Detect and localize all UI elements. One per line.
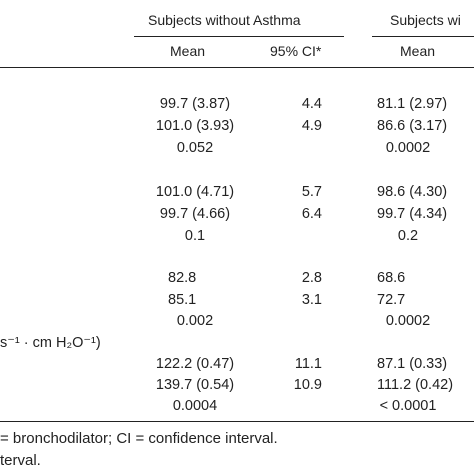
group2-header: Subjects wi [390,12,461,28]
table-bottom-rule [0,421,474,422]
group1-mean-header: Mean [170,43,206,59]
group1-spanner-rule [134,36,344,37]
table-cell-ci1: 11.1 [294,356,322,372]
table-cell-mean2: 111.2 (0.42) [377,377,454,393]
table-cell-mean1: 99.7 (4.66) [159,206,231,222]
table-cell-mean1: 139.7 (0.54) [155,377,235,393]
footnote-line-1: = bronchodilator; CI = confidence interv… [0,430,278,447]
table-cell-mean1: 101.0 (4.71) [155,184,235,200]
table-cell-mean1: 122.2 (0.47) [155,356,235,372]
table-cell-p2: < 0.0001 [379,398,437,414]
table-cell-mean2: 81.1 (2.97) [377,96,448,112]
table-cell-mean2: 68.6 [377,270,406,286]
table-cell-ci1: 3.1 [301,292,322,308]
table-cell-ci1: 4.9 [301,118,322,134]
table-cell-mean2: 98.6 (4.30) [377,184,448,200]
table-cell-p2: 0.2 [397,228,419,244]
table-cell-mean1: 101.0 (3.93) [155,118,235,134]
table-cell-p1: 0.0004 [172,398,218,414]
table-cell-ci1: 6.4 [301,206,322,222]
table-cell-mean1: 82.8 [168,270,197,286]
group2-mean-header: Mean [400,43,436,59]
table-cell-mean2: 99.7 (4.34) [377,206,448,222]
table-cell-mean1: 99.7 (3.87) [159,96,231,112]
table-cell-ci1: 4.4 [301,96,322,112]
table-cell-p1: 0.052 [176,140,214,156]
table-cell-p1: 0.002 [176,313,214,329]
table-cell-p2: 0.0002 [385,313,431,329]
table-cell-p2: 0.0002 [385,140,431,156]
row-label-units: s⁻¹ · cm H₂O⁻¹) [0,335,101,351]
table-cell-ci1: 2.8 [301,270,322,286]
group1-header: Subjects without Asthma [148,12,301,28]
table-cell-p1: 0.1 [184,228,206,244]
table-cell-mean2: 72.7 [377,292,406,308]
table-cell-ci1: 10.9 [293,377,322,393]
group2-spanner-rule [372,36,474,37]
table-cell-ci1: 5.7 [301,184,322,200]
table-cell-mean1: 85.1 [168,292,197,308]
table-cell-mean2: 87.1 (0.33) [377,356,448,372]
group1-ci-header: 95% CI* [270,43,322,59]
header-bottom-rule [0,67,474,68]
table-cell-mean2: 86.6 (3.17) [377,118,448,134]
footnote-line-2: terval. [0,452,41,469]
